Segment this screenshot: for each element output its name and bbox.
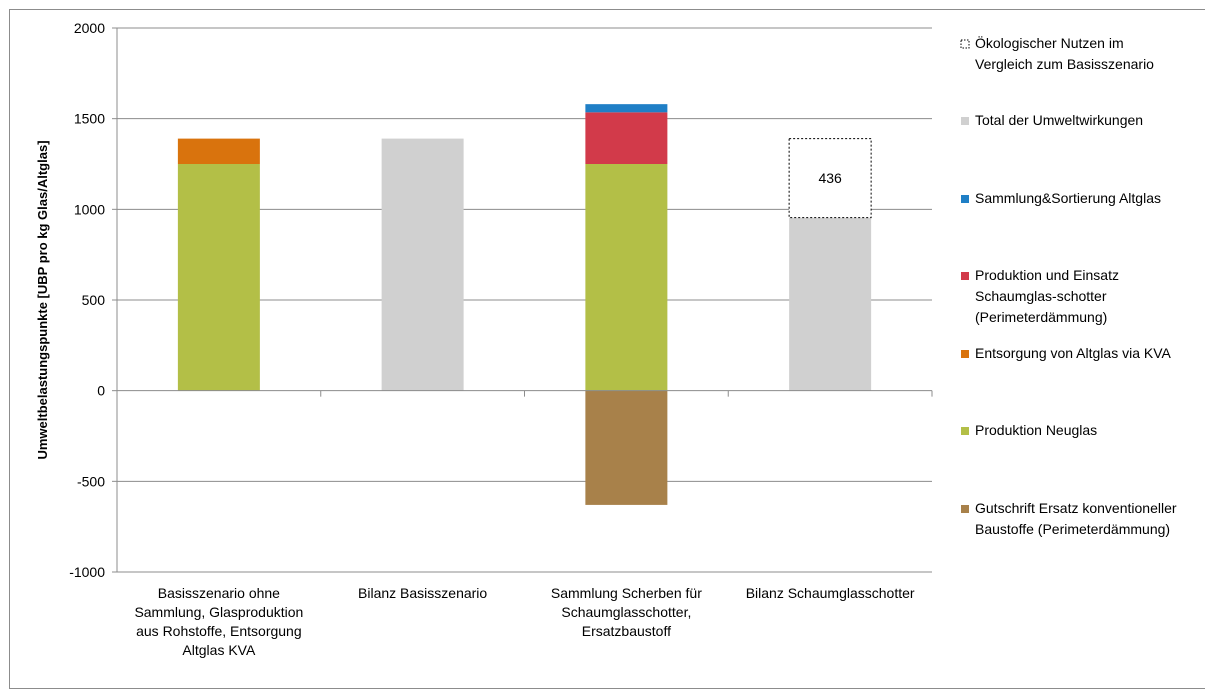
legend-label: Produktion Neuglas (975, 422, 1097, 438)
category-label: Basisszenario ohne Sammlung, Glasprodukti… (134, 585, 303, 658)
stacked-bar-chart: -1000 -500 0 500 1000 1500 2000 Umweltbelastung… (35, 20, 1177, 658)
bar-segment (585, 164, 668, 391)
bar-segment (381, 138, 464, 391)
chart-frame: -1000 -500 0 500 1000 1500 2000 Umweltbelastung… (9, 9, 1205, 689)
legend-label: Sammlung&Sortierung Altglas (975, 190, 1161, 206)
legend-swatch (961, 427, 969, 435)
legend-label: Produktion und Einsatz Schaumglas-schotte… (975, 267, 1119, 325)
legend-label: Entsorgung von Altglas via KVA (975, 345, 1172, 361)
y-axis-label: Umweltbelastungspunkte [UBP pro kg Glas/… (35, 140, 50, 459)
bar-segment (585, 104, 668, 113)
legend-swatch (961, 350, 969, 358)
category-label: Bilanz Schaumglasschotter (746, 585, 915, 601)
data-label: 436 (818, 170, 842, 186)
y-tick-label: 2000 (74, 20, 105, 36)
category-label: Sammlung Scherben für Schaumglasschotter,… (551, 585, 702, 639)
y-tick-label: 1000 (74, 201, 105, 217)
y-tick-label: 500 (82, 292, 106, 308)
legend-label: Gutschrift Ersatz konventioneller Baustof… (975, 500, 1177, 537)
category-label: Bilanz Basisszenario (358, 585, 487, 601)
legend-swatch (961, 195, 969, 203)
legend-swatch (961, 505, 969, 513)
legend-swatch (961, 117, 969, 125)
legend-label: Total der Umweltwirkungen (975, 112, 1143, 128)
y-tick-label: 1500 (74, 111, 105, 127)
bar-segment (788, 138, 872, 219)
bar-segment (177, 138, 260, 164)
bar-segment (177, 164, 260, 391)
bar-segment (585, 112, 668, 164)
bar-segment (789, 217, 872, 391)
y-tick-label: -500 (77, 473, 105, 489)
legend-swatch (961, 272, 969, 280)
y-tick-label: -1000 (69, 564, 105, 580)
legend-swatch (960, 39, 970, 49)
bar-segment (585, 390, 668, 505)
y-tick-label: 0 (97, 383, 105, 399)
legend-label: Ökologischer Nutzen im Vergleich zum Basi… (975, 34, 1154, 72)
